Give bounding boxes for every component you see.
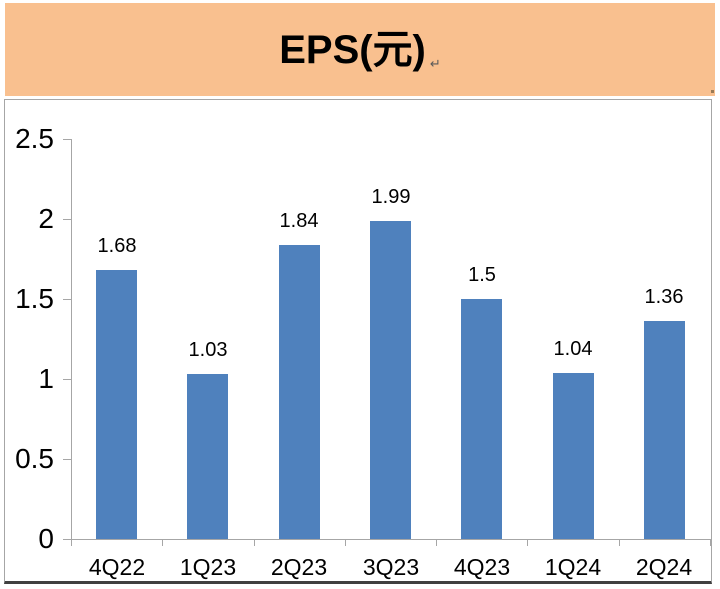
- x-axis-tick: [436, 539, 437, 546]
- y-axis-line: [71, 139, 72, 539]
- chart-plot-area: 0 0.5 1 1.5 2 2.5 1.68 4Q22 1.03 1Q23 1.84 2Q23 1.99…: [4, 99, 712, 584]
- return-mark-icon: ↵: [429, 56, 441, 71]
- y-axis-tick: [63, 219, 71, 220]
- bar-value-label: 1.03: [188, 339, 228, 361]
- bar: [279, 245, 320, 539]
- x-axis-tick: [710, 539, 711, 546]
- x-axis-label: 2Q23: [270, 554, 328, 580]
- x-axis-label: 3Q23: [362, 554, 420, 580]
- chart-title-banner: EPS(元) ↵: [5, 3, 715, 96]
- y-axis-tick: [63, 459, 71, 460]
- x-axis-tick: [71, 539, 72, 546]
- x-axis-label: 4Q23: [453, 554, 511, 580]
- bar-value-label: 1.36: [644, 286, 684, 308]
- bar: [187, 374, 228, 539]
- bar: [461, 299, 502, 539]
- y-axis-tick: [63, 379, 71, 380]
- y-axis-tick: [63, 539, 71, 540]
- artifact-dot: [711, 90, 714, 93]
- x-axis-label: 2Q24: [635, 554, 693, 580]
- bar-value-label: 1.5: [468, 264, 496, 286]
- x-axis-tick: [619, 539, 620, 546]
- bar: [553, 373, 594, 539]
- x-axis-tick: [254, 539, 255, 546]
- bar: [370, 221, 411, 539]
- x-axis-label: 4Q22: [88, 554, 146, 580]
- x-axis-tick: [345, 539, 346, 546]
- y-axis-label: 1: [38, 363, 54, 394]
- bar-value-label: 1.99: [371, 186, 411, 208]
- chart-title: EPS(元): [279, 27, 426, 72]
- y-axis-tick: [63, 139, 71, 140]
- y-axis-label: 2.5: [15, 123, 54, 154]
- y-axis-label: 1.5: [15, 283, 54, 314]
- bar: [96, 270, 137, 539]
- bar-value-label: 1.04: [553, 338, 593, 360]
- x-axis-line: [71, 539, 710, 540]
- y-axis-label: 2: [38, 203, 54, 234]
- y-axis-tick: [63, 299, 71, 300]
- x-axis-tick: [527, 539, 528, 546]
- y-axis-label: 0.5: [15, 443, 54, 474]
- x-axis-label: 1Q24: [544, 554, 602, 580]
- bar: [644, 321, 685, 539]
- x-axis-tick: [162, 539, 163, 546]
- bar-value-label: 1.68: [97, 235, 137, 257]
- y-axis-label: 0: [38, 523, 54, 554]
- x-axis-label: 1Q23: [179, 554, 237, 580]
- bar-value-label: 1.84: [279, 210, 319, 232]
